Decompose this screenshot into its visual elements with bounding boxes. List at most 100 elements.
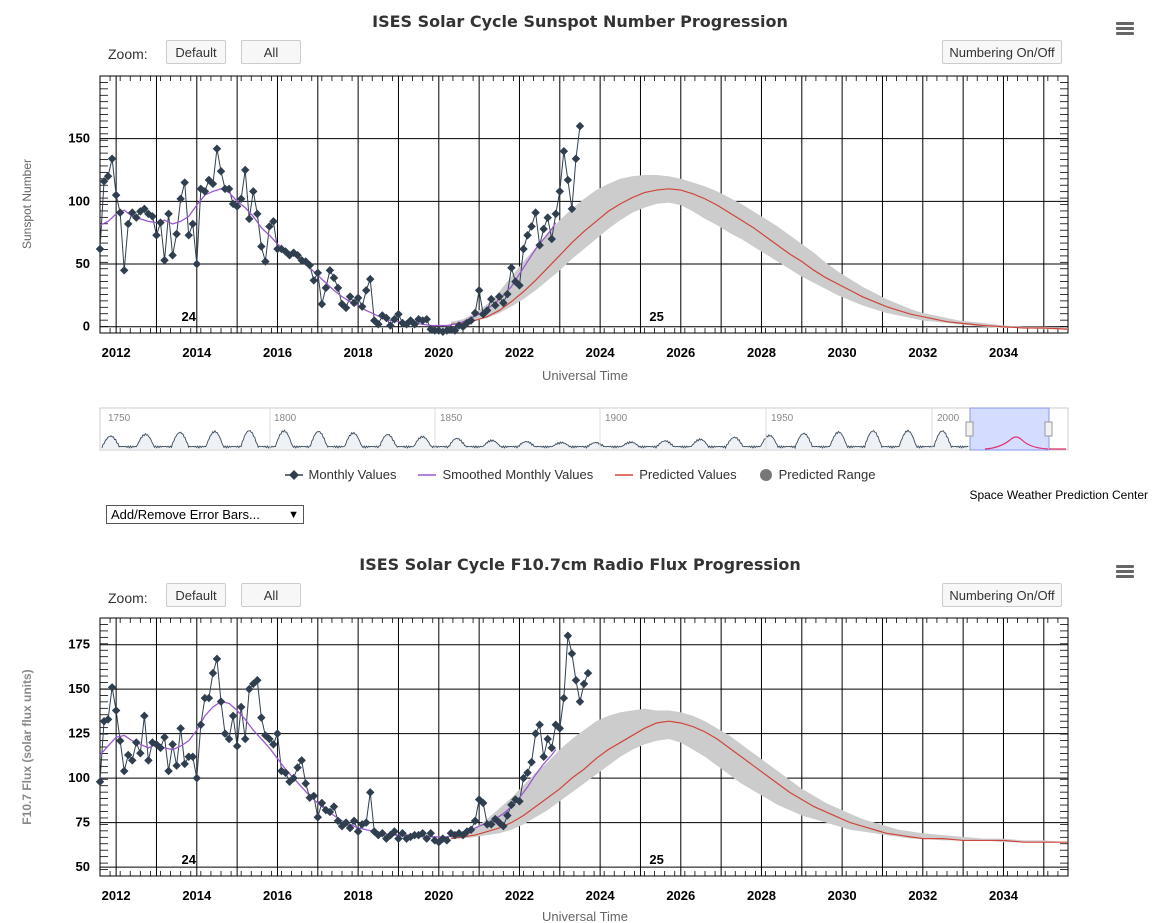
monthly-point	[115, 208, 125, 217]
cycle-label: 24	[181, 309, 196, 324]
navigator-handle	[1044, 421, 1053, 437]
monthly-point	[329, 273, 339, 283]
cycle-label: 24	[181, 852, 196, 867]
monthly-point	[374, 319, 383, 329]
chevron-down-icon: ▼	[288, 508, 299, 521]
monthly-point	[208, 179, 218, 189]
monthly-point	[486, 820, 496, 829]
monthly-point	[200, 187, 210, 196]
legend-smoothed[interactable]: Smoothed Monthly Values	[418, 467, 593, 482]
monthly-point	[196, 720, 206, 730]
monthly-point	[523, 230, 532, 240]
legend-monthly-symbol	[284, 469, 303, 480]
monthly-point	[128, 756, 137, 765]
navigator-label: 1900	[605, 413, 628, 424]
navigator[interactable]: 1750 1800 1850 1900 1950 2000	[0, 400, 1160, 460]
zoom-all-button[interactable]: All	[241, 583, 301, 607]
numbering-toggle-button[interactable]: Numbering On/Off	[942, 583, 1062, 607]
monthly-point	[422, 314, 431, 324]
monthly-point	[184, 230, 193, 240]
y-tick-label: 100	[68, 770, 90, 785]
monthly-point	[144, 756, 153, 765]
monthly-point	[317, 798, 327, 808]
monthly-point	[527, 222, 536, 231]
monthly-point	[115, 736, 125, 746]
monthly-point	[571, 154, 581, 163]
monthly-point	[216, 167, 226, 176]
monthly-point	[119, 766, 129, 776]
monthly-point	[103, 172, 113, 181]
legend-predicted[interactable]: Predicted Values	[615, 467, 737, 482]
monthly-point	[265, 222, 274, 231]
monthly-point	[107, 154, 117, 163]
monthly-point	[192, 259, 202, 269]
x-tick-label: 2030	[828, 345, 857, 360]
monthly-point	[212, 654, 222, 664]
navigator-label: 1800	[274, 413, 297, 424]
y-axis-title: F10.7 Flux (solar flux units)	[20, 669, 34, 824]
legend-range[interactable]: Predicted Range	[759, 467, 875, 482]
x-tick-label: 2032	[908, 345, 937, 360]
monthly-point	[99, 177, 109, 186]
monthly-point	[398, 829, 407, 838]
monthly-point	[164, 209, 173, 219]
monthly-point	[470, 308, 480, 318]
monthly-point	[361, 818, 371, 827]
monthly-point	[188, 219, 198, 229]
monthly-point	[531, 208, 540, 217]
predicted-line	[450, 188, 1069, 330]
monthly-point	[176, 194, 185, 204]
x-tick-label: 2024	[586, 345, 616, 360]
monthly-point	[317, 299, 327, 309]
numbering-toggle-button[interactable]: Numbering On/Off	[942, 40, 1062, 64]
navigator-prediction	[984, 436, 1049, 450]
monthly-point	[378, 829, 387, 838]
zoom-all-button[interactable]: All	[241, 40, 301, 64]
x-tick-label: 2014	[182, 345, 212, 360]
flux-chart[interactable]: 2012 2014 2016 2018 2020 2022 2024 2026 2028 2030…	[0, 540, 1160, 923]
monthly-point	[107, 683, 117, 692]
x-tick-label: 2012	[102, 888, 131, 903]
monthly-point	[543, 213, 552, 222]
monthly-point	[228, 711, 238, 721]
x-tick-label: 2028	[747, 345, 776, 360]
legend-monthly[interactable]: Monthly Values	[284, 467, 396, 482]
x-tick-label: 2018	[344, 888, 373, 903]
monthly-point	[321, 283, 331, 293]
monthly-point	[503, 811, 512, 820]
monthly-point	[499, 821, 508, 831]
monthly-point	[341, 818, 351, 827]
monthly-point	[111, 706, 121, 715]
x-tick-label: 2022	[505, 888, 534, 903]
x-tick-label: 2016	[263, 345, 292, 360]
chart-menu-icon[interactable]	[1116, 22, 1134, 36]
sunspot-chart[interactable]: 2012 2014 2016 2018 2020 2022 2024 2026 2028 2030…	[0, 0, 1160, 400]
monthly-point	[543, 734, 552, 744]
monthly-point	[357, 302, 367, 311]
monthly-point	[345, 823, 355, 833]
zoom-default-button[interactable]: Default	[166, 583, 226, 607]
y-tick-label: 125	[68, 726, 90, 741]
monthly-point	[365, 788, 375, 797]
legend-smoothed-symbol	[418, 473, 437, 476]
zoom-label: Zoom:	[108, 590, 148, 606]
x-axis-title: Universal Time	[542, 909, 628, 923]
monthly-point	[466, 825, 476, 834]
monthly-point	[236, 702, 246, 712]
monthly-point	[192, 773, 202, 783]
monthly-point	[349, 298, 359, 308]
monthly-point	[273, 729, 282, 738]
legend-predicted-symbol	[615, 473, 634, 476]
legend-predicted-label: Predicted Values	[639, 467, 737, 482]
monthly-point	[249, 187, 258, 196]
monthly-point	[426, 829, 435, 838]
flux-plot-area: 2012 2014 2016 2018 2020 2022 2024 2026 2028 2030…	[68, 617, 1069, 903]
error-bars-select[interactable]: Add/Remove Error Bars... ▼	[106, 505, 304, 524]
monthly-point	[172, 761, 181, 770]
monthly-point	[555, 187, 565, 196]
monthly-point	[132, 738, 141, 747]
monthly-point	[208, 668, 218, 678]
monthly-point	[341, 303, 351, 313]
chart-menu-icon[interactable]	[1116, 565, 1134, 579]
zoom-default-button[interactable]: Default	[166, 40, 226, 64]
